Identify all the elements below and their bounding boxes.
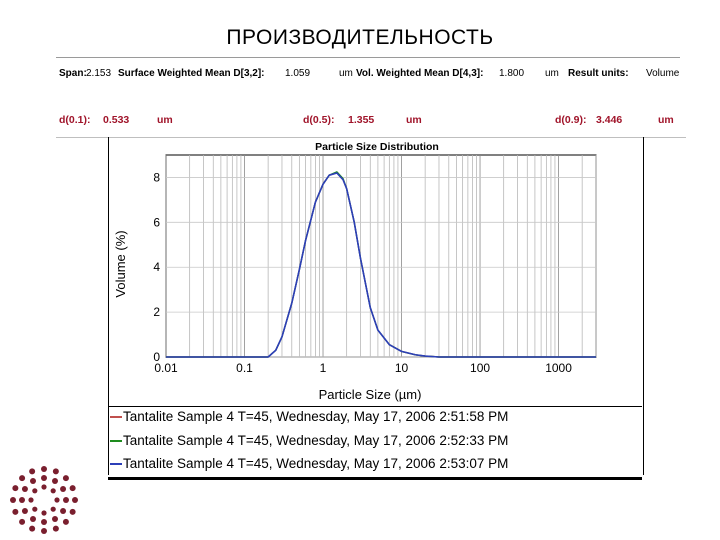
logo-dot bbox=[62, 475, 69, 482]
legend-item-3: Tantalite Sample 4 T=45, Wednesday, May … bbox=[110, 456, 508, 474]
d05-value: 1.355 bbox=[348, 114, 375, 126]
result-units-value: Volume bbox=[646, 68, 680, 79]
x-axis-label: Particle Size (µm) bbox=[319, 387, 422, 402]
d01-label: d(0.1): bbox=[59, 114, 91, 126]
volume-weighted-mean-value: 1.800 bbox=[499, 68, 525, 79]
y-axis-label: Volume (%) bbox=[113, 230, 128, 297]
logo-dot bbox=[62, 518, 69, 525]
x-tick-label: 0.01 bbox=[154, 361, 178, 375]
series-line-1 bbox=[166, 172, 596, 358]
logo-dot bbox=[21, 508, 28, 514]
d09-unit: um bbox=[658, 114, 674, 126]
y-tick-label: 4 bbox=[153, 260, 160, 274]
series-line-3 bbox=[166, 172, 596, 358]
logo-dot bbox=[54, 497, 60, 503]
legend-item-2: Tantalite Sample 4 T=45, Wednesday, May … bbox=[110, 433, 508, 451]
y-tick-label: 8 bbox=[153, 170, 160, 184]
plot-area bbox=[165, 154, 597, 358]
surface-weighted-mean-unit: um bbox=[339, 68, 353, 79]
logo-dot bbox=[19, 497, 25, 503]
d05-unit: um bbox=[406, 114, 422, 126]
title-divider bbox=[56, 57, 680, 58]
logo-dot bbox=[32, 488, 38, 494]
logo-dot bbox=[41, 528, 47, 534]
logo-dot bbox=[28, 497, 34, 503]
logo-dot bbox=[63, 497, 69, 503]
logo-dot bbox=[52, 516, 58, 523]
logo-dot bbox=[69, 485, 76, 492]
logo-dot bbox=[19, 518, 26, 525]
logo-dot bbox=[52, 525, 59, 532]
chart-frame bbox=[108, 137, 644, 475]
logo-dot bbox=[32, 506, 38, 512]
d01-unit: um bbox=[157, 114, 173, 126]
x-tick-label: 1000 bbox=[545, 361, 572, 375]
series-line-2 bbox=[166, 171, 596, 358]
logo-dot bbox=[41, 475, 47, 481]
logo-dot bbox=[41, 519, 47, 525]
x-tick-label: 0.1 bbox=[236, 361, 253, 375]
span-value: 2.153 bbox=[86, 68, 112, 79]
volume-weighted-mean-label: Vol. Weighted Mean D[4,3]: bbox=[356, 68, 484, 79]
logo-dot bbox=[10, 497, 16, 503]
logo-dot bbox=[19, 475, 26, 482]
x-tick-labels: 0.01 0.1 1 10 100 1000 bbox=[154, 361, 572, 375]
volume-weighted-mean-unit: um bbox=[545, 68, 559, 79]
y-tick-label: 6 bbox=[153, 215, 160, 229]
logo-dot bbox=[50, 506, 56, 512]
stats-row-percentiles: d(0.1): 0.533 um d(0.5): 1.355 um d(0.9)… bbox=[56, 114, 686, 134]
logo-dot bbox=[69, 508, 76, 515]
d05-label: d(0.5): bbox=[303, 114, 335, 126]
stats-panel: Span: 2.153 Surface Weighted Mean D[3,2]… bbox=[56, 60, 686, 138]
x-tick-label: 1 bbox=[320, 361, 327, 375]
chart-grid bbox=[165, 154, 597, 358]
logo-dot bbox=[41, 484, 47, 490]
legend-label-1: Tantalite Sample 4 T=45, Wednesday, May … bbox=[123, 409, 509, 424]
logo-dot bbox=[60, 508, 67, 514]
legend-swatch-2 bbox=[110, 440, 122, 443]
stats-divider bbox=[56, 137, 686, 138]
chart-title: Particle Size Distribution bbox=[315, 141, 439, 153]
legend-label-3: Tantalite Sample 4 T=45, Wednesday, May … bbox=[123, 456, 509, 471]
stats-row-means: Span: 2.153 Surface Weighted Mean D[3,2]… bbox=[56, 68, 686, 88]
slide-title: ПРОИЗВОДИТЕЛЬНОСТЬ bbox=[226, 26, 494, 49]
legend-label-2: Tantalite Sample 4 T=45, Wednesday, May … bbox=[123, 433, 509, 448]
result-units-label: Result units: bbox=[568, 68, 629, 79]
logo-dot bbox=[29, 525, 36, 532]
d09-label: d(0.9): bbox=[555, 114, 587, 126]
legend-item-1: Tantalite Sample 4 T=45, Wednesday, May … bbox=[110, 409, 508, 427]
logo-dot bbox=[12, 508, 19, 515]
logo-dot bbox=[30, 516, 36, 523]
logo-dot bbox=[50, 488, 56, 494]
y-tick-label: 2 bbox=[153, 305, 160, 319]
d01-value: 0.533 bbox=[103, 114, 130, 126]
logo-dot bbox=[52, 468, 59, 475]
surface-weighted-mean-label: Surface Weighted Mean D[3,2]: bbox=[118, 68, 265, 79]
legend-swatch-1 bbox=[110, 416, 122, 419]
surface-weighted-mean-value: 1.059 bbox=[285, 68, 311, 79]
x-tick-label: 10 bbox=[395, 361, 409, 375]
span-label: Span: bbox=[59, 68, 87, 79]
d09-value: 3.446 bbox=[596, 114, 623, 126]
legend-swatch-3 bbox=[110, 463, 122, 466]
y-tick-label: 0 bbox=[153, 350, 160, 364]
logo-dot bbox=[60, 486, 67, 492]
x-tick-label: 100 bbox=[470, 361, 490, 375]
logo-dot bbox=[41, 466, 47, 472]
chart-series bbox=[166, 171, 596, 358]
chart-legend: Tantalite Sample 4 T=45, Wednesday, May … bbox=[108, 406, 642, 480]
logo-dot bbox=[21, 486, 28, 492]
particle-size-chart: Particle Size Distribution 0.01 0.1 1 10 100… bbox=[113, 141, 597, 402]
logo-dot bbox=[72, 497, 78, 503]
logo-dot bbox=[30, 477, 36, 484]
dotted-circle-logo-icon bbox=[10, 466, 78, 534]
y-tick-labels: 0 2 4 6 8 bbox=[153, 170, 160, 364]
logo-dot bbox=[52, 477, 58, 484]
logo-dot bbox=[29, 468, 36, 475]
logo-dot bbox=[12, 485, 19, 492]
logo-dot bbox=[41, 510, 47, 516]
